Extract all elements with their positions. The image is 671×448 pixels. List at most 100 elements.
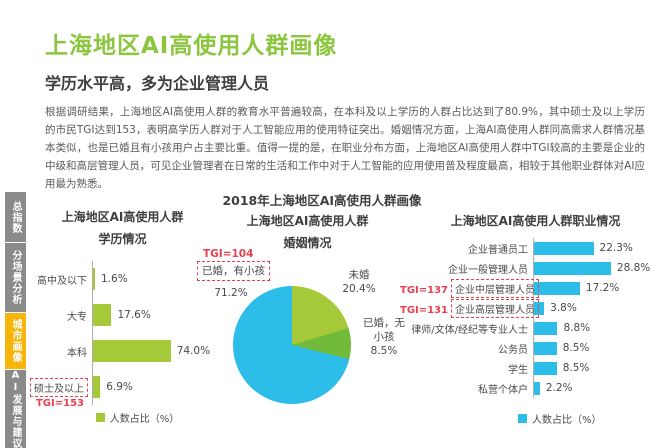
chart-title-line1: 上海地区AI高使用人群	[61, 210, 184, 224]
bar	[534, 261, 611, 275]
bar	[93, 268, 95, 290]
value-label: 17.6%	[117, 309, 151, 321]
tgi-badge: TGI=153	[35, 397, 84, 409]
sidebar-tab-2[interactable]: 分场景分析	[5, 243, 26, 312]
bar-cell: 22.3%	[533, 238, 671, 258]
value-label: 1.6%	[101, 273, 128, 285]
bar-cell: 3.8%	[533, 298, 671, 318]
category-label: 高中及以下	[30, 272, 92, 287]
bar	[534, 241, 594, 255]
bar	[93, 304, 112, 326]
tgi-badge: TGI=131	[400, 304, 449, 316]
bar-row: 学生 8.5%	[400, 358, 671, 378]
bar-row: 律师/文体/经纪等专业人士 8.8%	[400, 318, 671, 338]
category-text: 硕士及以上	[30, 377, 88, 397]
bar	[534, 381, 540, 395]
value-label: 28.8%	[616, 262, 651, 274]
value-label: 3.8%	[550, 302, 577, 314]
education-bar-chart: 上海地区AI高使用人群 学历情况 高中及以下 1.6% 大专 17.6% 本科 74.0%…	[30, 206, 215, 446]
bar-row: 企业普通员工 22.3%	[400, 238, 671, 258]
bar-rows: 高中及以下 1.6% 大专 17.6% 本科 74.0% 硕士及以上 TGI=153 6.9%	[30, 261, 215, 409]
bar-row: 私营个体户 2.2%	[400, 378, 671, 398]
bar	[93, 376, 101, 398]
category-label: 学生	[400, 361, 533, 376]
chart-title-line1: 上海地区AI高使用人群	[246, 214, 369, 228]
page-subtitle: 学历水平高，多为企业管理人员	[45, 74, 270, 93]
category-label: 企业一般管理人员	[400, 261, 533, 276]
legend-swatch	[518, 414, 527, 423]
bar-cell: 2.2%	[533, 378, 671, 398]
category-text: 私营个体户	[478, 384, 528, 396]
value-label: 8.5%	[562, 362, 590, 374]
category-label: 私营个体户	[400, 381, 533, 396]
value-label: 6.9%	[106, 381, 133, 393]
value-label: 22.3%	[599, 242, 633, 254]
bar-cell: 74.0%	[92, 333, 215, 369]
legend: 人数占比（%）	[30, 410, 215, 425]
slice-value: 8.5%	[370, 345, 398, 357]
main-chart-title: 2018年上海地区AI高使用人群画像	[222, 193, 422, 208]
category-text: 企业普通员工	[468, 244, 528, 256]
sidebar-tab-4[interactable]: AI发展与建议	[5, 370, 26, 448]
bar	[534, 361, 557, 375]
slice-label: 未婚	[348, 269, 370, 281]
category-text: 企业中层管理人员	[451, 278, 540, 298]
chart-title-line2: 学历情况	[98, 232, 147, 246]
bar-cell: 6.9%	[92, 369, 215, 405]
chart-title-line2: 婚姻情况	[283, 236, 332, 250]
category-label: 本科	[30, 344, 92, 359]
value-label: 8.8%	[563, 322, 591, 334]
bar-row: 高中及以下 1.6%	[30, 261, 215, 297]
occupation-bar-chart: 上海地区AI高使用人群职业情况 企业普通员工 22.3% 企业一般管理人员 28.8%…	[400, 206, 671, 446]
body-paragraph: 根据调研结果，上海地区AI高使用人群的教育水平普遍较高，在本科及以上学历的人群占…	[45, 106, 645, 190]
bar-row: 硕士及以上 TGI=153 6.9%	[30, 369, 215, 409]
category-text: 大专	[67, 311, 87, 323]
bar-cell: 8.5%	[533, 338, 671, 358]
legend: 人数占比（%）	[518, 411, 602, 426]
slice-label-unmarried: 未婚 20.4%	[327, 268, 391, 296]
category-text: 学生	[508, 364, 528, 376]
legend-label: 人数占比（%）	[109, 414, 180, 425]
legend-swatch	[95, 413, 105, 422]
page-title: 上海地区AI高使用人群画像	[45, 33, 338, 59]
chart-title: 上海地区AI高使用人群 学历情况	[30, 206, 215, 250]
slice-value-married-kids: 71.2%	[214, 287, 248, 299]
category-text: 律师/文体/经纪等专业人士	[411, 324, 528, 336]
category-text: 公务员	[498, 344, 528, 356]
bar	[534, 301, 545, 315]
tgi-badge: TGI=104	[203, 248, 254, 260]
bar	[534, 341, 557, 355]
bar-cell: 8.8%	[533, 318, 671, 338]
bar	[534, 281, 580, 295]
tgi-badge: TGI=137	[400, 284, 449, 296]
marriage-pie-chart: 上海地区AI高使用人群 婚姻情况 TGI=104 已婚，有小孩 71.2% 未婚…	[195, 210, 435, 445]
bar-cell: 17.2%	[533, 278, 671, 298]
bar-rows: 企业普通员工 22.3% 企业一般管理人员 28.8% TGI=137 企业中层管理人员 1…	[400, 238, 671, 398]
category-label: 硕士及以上 TGI=153	[30, 377, 92, 409]
slice-label-married-kids: 已婚，有小孩	[197, 261, 270, 281]
value-label: 17.2%	[585, 282, 620, 294]
bar-row: TGI=131 企业高层管理人员 3.8%	[400, 298, 671, 318]
sidebar-tab-1[interactable]: 总指数	[5, 192, 26, 242]
bar-cell: 8.5%	[533, 358, 671, 378]
legend-label: 人数占比（%）	[532, 415, 602, 426]
value-label: 2.2%	[545, 382, 573, 394]
bar-cell: 17.6%	[92, 297, 215, 333]
bar-row: 大专 17.6%	[30, 297, 215, 333]
value-label: 8.5%	[562, 342, 590, 354]
slice-label-married-nokids: 已婚，无小孩 8.5%	[359, 316, 409, 358]
category-label: 大专	[30, 308, 92, 323]
category-label: 企业普通员工	[400, 241, 533, 256]
bar-row: 本科 74.0%	[30, 333, 215, 369]
bar	[93, 340, 171, 362]
category-label: TGI=137 企业中层管理人员	[400, 278, 540, 298]
category-label: TGI=131 企业高层管理人员	[400, 298, 540, 318]
pie-circle	[233, 286, 351, 404]
category-text: 本科	[67, 347, 87, 359]
value-label: 74.0%	[176, 345, 211, 357]
bar-row: TGI=137 企业中层管理人员 17.2%	[400, 278, 671, 298]
sidebar-tab-3[interactable]: 城市画像	[5, 313, 26, 369]
category-label: 公务员	[400, 341, 533, 356]
bar	[534, 321, 558, 335]
